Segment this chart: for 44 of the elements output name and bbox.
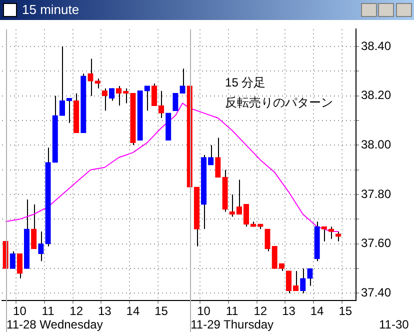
chart-title: 15 minute	[22, 2, 80, 17]
candlestick	[102, 88, 108, 112]
x-tick-label: 11	[226, 304, 239, 318]
annotation: 15 分足	[225, 76, 266, 90]
candlestick	[94, 78, 100, 89]
candlestick	[172, 93, 178, 111]
x-tick-label: 12	[254, 304, 268, 318]
x-tick-label: 12	[70, 304, 84, 318]
x-tick-label: 14	[126, 304, 140, 318]
candlestick	[328, 226, 334, 240]
candlestick	[16, 253, 23, 279]
y-tick-label: 37.60	[361, 236, 392, 250]
candlestick	[215, 137, 221, 178]
x-tick-label: 15	[154, 304, 168, 318]
candlestick	[335, 231, 342, 242]
candlestick	[31, 204, 37, 250]
candlestick	[264, 228, 270, 252]
candlestick	[208, 144, 214, 166]
y-tick-label: 37.40	[361, 286, 392, 300]
candlestick	[272, 246, 278, 269]
x-tick-label: 10	[13, 304, 27, 318]
candlestick	[10, 250, 16, 270]
candlestick	[108, 88, 115, 102]
x-tick-label: 13	[98, 304, 112, 318]
annotation: 反転売りのパターン	[225, 96, 334, 110]
x-tick-label: 14	[310, 304, 324, 318]
candlestick	[88, 58, 94, 96]
candlestick	[300, 268, 306, 294]
x-tick-label: 15	[338, 304, 352, 318]
y-tick-label: 37.80	[361, 186, 392, 201]
x-tick-label: 11	[42, 304, 55, 318]
y-tick-label: 38.20	[361, 88, 392, 102]
candlestick	[116, 85, 122, 106]
text: 11-30	[379, 317, 410, 332]
candlestick	[180, 68, 186, 94]
candlestick	[38, 231, 44, 262]
text: 11-28 Wednesday	[6, 317, 103, 332]
x-tick-label: 13	[282, 304, 296, 318]
text: 11-29 Thursday	[190, 317, 274, 332]
y-tick-label: 38.40	[361, 38, 392, 53]
x-tick-label: 10	[197, 304, 211, 318]
candlestick	[307, 268, 313, 286]
candlestick	[144, 85, 150, 112]
y-tick-label: 38.00	[361, 137, 392, 152]
